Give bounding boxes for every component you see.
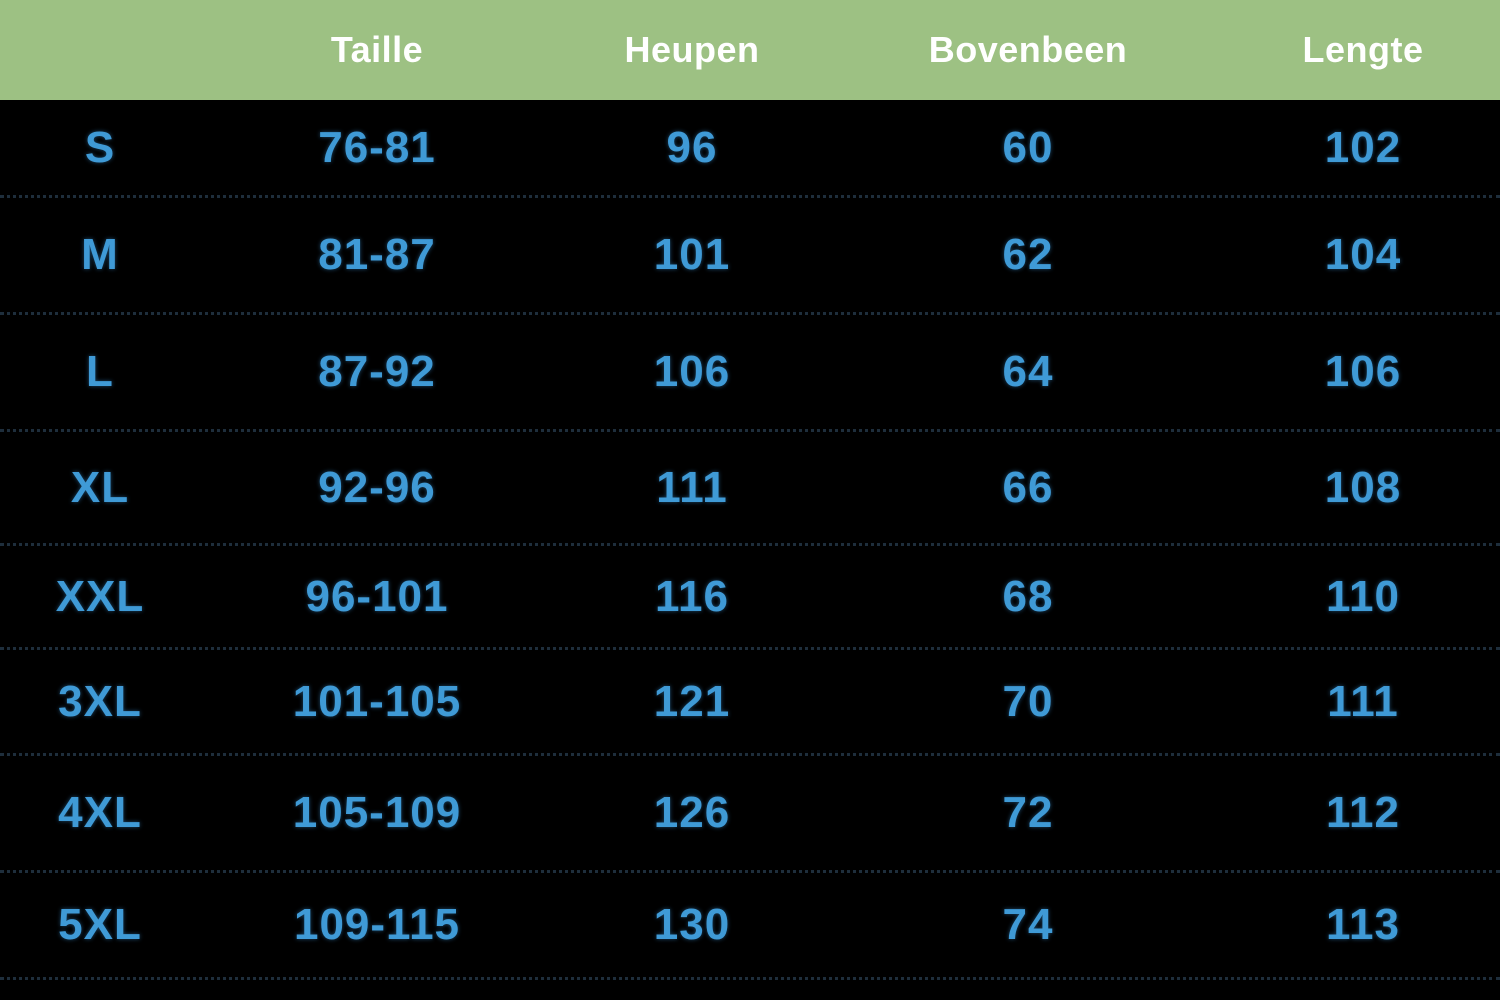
header-heupen: Heupen	[624, 29, 760, 70]
cell-taille: 92-96	[318, 462, 436, 512]
cell-size: 4XL	[58, 788, 142, 837]
cell-bovenbeen: 70	[1002, 676, 1054, 726]
table-row: M 81-87 101 62 104	[0, 198, 1500, 315]
cell-heupen: 121	[653, 676, 731, 726]
cell-size: 5XL	[58, 900, 142, 949]
cell-heupen: 126	[653, 788, 731, 837]
cell-taille: 101-105	[292, 676, 462, 726]
cell-size: XL	[70, 462, 130, 512]
cell-size: M	[81, 230, 119, 279]
cell-taille: 81-87	[318, 230, 436, 279]
table-row: 3XL 101-105 121 70 111	[0, 650, 1500, 756]
cell-size: S	[84, 122, 116, 172]
cell-lengte: 112	[1326, 788, 1400, 837]
cell-lengte: 113	[1326, 900, 1400, 949]
cell-size: L	[86, 347, 114, 396]
cell-lengte: 102	[1324, 122, 1402, 172]
cell-lengte: 111	[1327, 676, 1399, 726]
cell-heupen: 101	[653, 230, 731, 279]
table-row: 5XL 109-115 130 74 113	[0, 873, 1500, 980]
header-taille: Taille	[330, 29, 424, 70]
header-bovenbeen: Bovenbeen	[928, 29, 1128, 70]
table-body: S 76-81 96 60 102 M 81-87 101 62 104 L 87-92 106 64 10…	[0, 100, 1500, 980]
cell-taille: 76-81	[318, 122, 436, 172]
table-row: XXL 96-101 116 68 110	[0, 546, 1500, 650]
cell-taille: 87-92	[318, 347, 436, 396]
cell-heupen: 96	[666, 122, 718, 172]
cell-taille: 105-109	[292, 788, 462, 837]
cell-taille: 96-101	[305, 571, 449, 621]
cell-bovenbeen: 74	[1002, 900, 1054, 949]
cell-heupen: 106	[653, 347, 731, 396]
cell-heupen: 130	[653, 900, 731, 949]
cell-lengte: 108	[1324, 462, 1402, 512]
cell-bovenbeen: 62	[1002, 230, 1054, 279]
cell-bovenbeen: 60	[1002, 122, 1054, 172]
cell-heupen: 116	[655, 571, 729, 621]
table-row: L 87-92 106 64 106	[0, 315, 1500, 432]
cell-size: XXL	[55, 571, 145, 621]
table-row: S 76-81 96 60 102	[0, 100, 1500, 198]
cell-lengte: 110	[1326, 571, 1400, 621]
cell-bovenbeen: 68	[1002, 571, 1054, 621]
cell-bovenbeen: 64	[1002, 347, 1054, 396]
cell-bovenbeen: 72	[1002, 788, 1054, 837]
table-row: XL 92-96 111 66 108	[0, 432, 1500, 546]
cell-taille: 109-115	[293, 900, 461, 949]
table-row: 4XL 105-109 126 72 112	[0, 756, 1500, 873]
cell-lengte: 106	[1324, 347, 1402, 396]
cell-bovenbeen: 66	[1002, 462, 1054, 512]
table-header: Taille Heupen Bovenbeen Lengte	[0, 0, 1500, 100]
cell-heupen: 111	[656, 462, 728, 512]
cell-lengte: 104	[1324, 230, 1402, 279]
header-lengte: Lengte	[1302, 29, 1424, 70]
cell-size: 3XL	[58, 676, 142, 726]
